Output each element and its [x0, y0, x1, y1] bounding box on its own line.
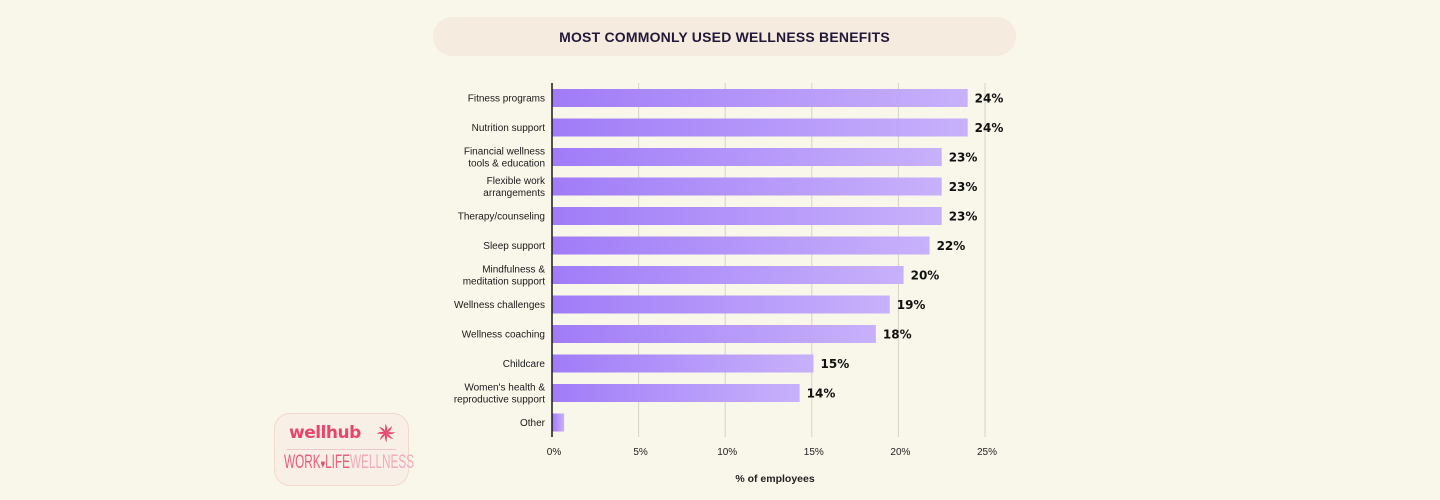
wellhub-logo: wellhub WORK♥LIFEWELLNESS: [274, 413, 414, 486]
category-label: arrangements: [483, 188, 545, 199]
data-label: 24%: [975, 121, 1004, 135]
category-label: Childcare: [503, 359, 546, 370]
category-label: Mindfulness &: [482, 265, 545, 276]
category-label: tools & education: [468, 159, 545, 170]
x-tick-label: 0%: [547, 447, 562, 458]
bar: [552, 325, 876, 343]
bar: [552, 89, 968, 107]
chart-title: MOST COMMONLY USED WELLNESS BENEFITS: [559, 28, 890, 45]
category-label: Wellness coaching: [462, 330, 545, 341]
category-label: Other: [520, 418, 546, 429]
logo-subtitle: WORK♥LIFEWELLNESS: [284, 452, 414, 474]
bar: [552, 148, 942, 166]
category-label: Sleep support: [483, 241, 545, 252]
bar: [552, 413, 565, 432]
category-label: Financial wellness: [464, 147, 545, 158]
logo-sub-work: WORK: [284, 452, 321, 473]
chart-title-pill: MOST COMMONLY USED WELLNESS BENEFITS: [433, 17, 1016, 56]
category-label: reproductive support: [454, 395, 545, 406]
logo-brand: wellhub: [289, 423, 361, 443]
data-label: 23%: [949, 151, 978, 165]
logo-sub-life: LIFE: [325, 452, 350, 473]
category-label: Therapy/counseling: [458, 212, 545, 223]
logo-sub-wellness: WELLNESS: [349, 452, 415, 473]
data-label: 23%: [949, 210, 978, 224]
heart-icon: ♥: [320, 457, 326, 471]
category-label: Flexible work: [487, 176, 546, 187]
data-label: 15%: [821, 357, 850, 371]
bars: [552, 89, 968, 432]
bar: [552, 118, 968, 137]
category-label: Fitness programs: [468, 94, 545, 105]
x-tick-labels: 0% 5% 10% 15% 20% 25%: [547, 447, 997, 458]
bar: [552, 177, 942, 196]
data-label: 24%: [975, 92, 1004, 106]
x-axis-title: % of employees: [735, 473, 815, 485]
x-tick-label: 10%: [717, 447, 737, 458]
category-label: Women's health &: [464, 383, 545, 394]
gridlines: [638, 83, 986, 437]
bar: [552, 236, 930, 255]
x-tick-label: 15%: [804, 447, 824, 458]
bar: [552, 384, 800, 402]
data-label: 14%: [807, 387, 836, 401]
x-tick-label: 20%: [890, 447, 910, 458]
logo-divider: [287, 449, 396, 450]
category-label: Nutrition support: [472, 123, 546, 134]
bar: [552, 207, 942, 225]
data-label: 19%: [897, 298, 926, 312]
value-labels: 24% 24% 23% 23% 23% 22% 20% 19% 18% 15% 14%: [807, 92, 1004, 401]
bar: [552, 354, 814, 373]
category-labels: Fitness programs Nutrition support Financi…: [454, 94, 546, 430]
data-label: 22%: [937, 239, 966, 253]
bar: [552, 295, 890, 314]
data-label: 23%: [949, 180, 978, 194]
data-label: 18%: [883, 328, 912, 342]
x-tick-label: 25%: [977, 447, 997, 458]
bar: [552, 266, 904, 284]
category-label: Wellness challenges: [454, 300, 545, 311]
data-label: 20%: [911, 269, 940, 283]
category-label: meditation support: [463, 277, 545, 288]
x-tick-label: 5%: [633, 447, 648, 458]
flower-icon: [377, 424, 395, 442]
